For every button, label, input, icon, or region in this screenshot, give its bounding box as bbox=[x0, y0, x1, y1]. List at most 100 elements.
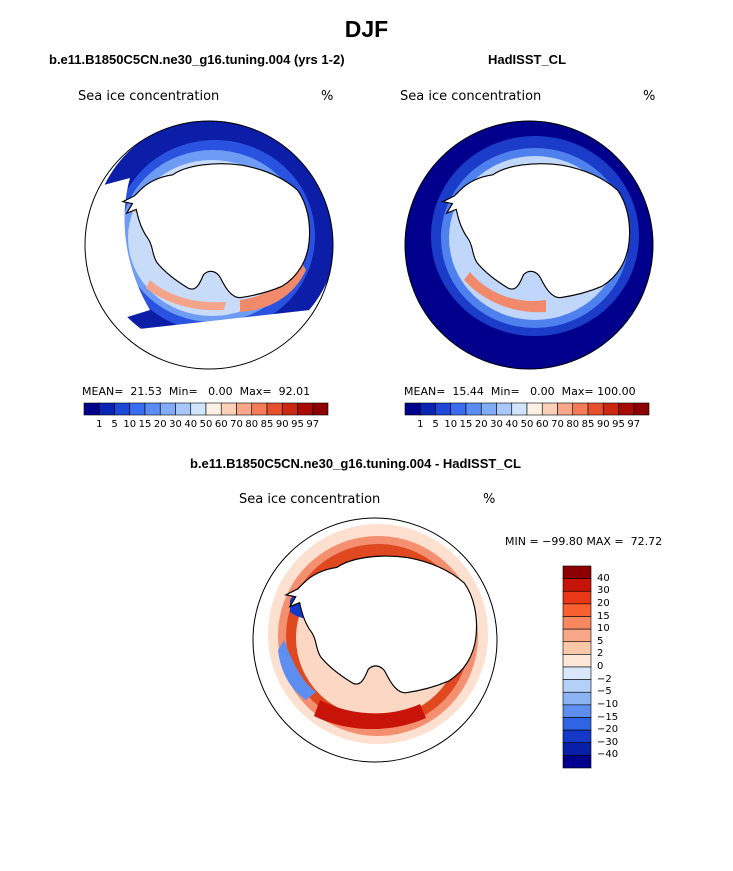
model-colorbar-tick-label: 5 bbox=[111, 419, 118, 430]
model-colorbar-tick-label: 20 bbox=[153, 419, 167, 430]
model-colorbar-swatch bbox=[144, 402, 161, 416]
model-colorbar-swatch bbox=[98, 402, 115, 416]
obs-colorbar-tick-label: 85 bbox=[581, 419, 595, 430]
model-colorbar-swatch bbox=[205, 402, 222, 416]
diff-colorbar-swatch bbox=[562, 641, 592, 655]
model-colorbar-tick-label: 30 bbox=[169, 419, 182, 430]
model-colorbar-swatch bbox=[281, 402, 298, 416]
obs-panel-title: HadISST_CL bbox=[488, 52, 567, 67]
model-colorbar-swatch bbox=[190, 402, 207, 416]
obs-colorbar-tick-label: 30 bbox=[490, 419, 503, 430]
obs-colorbar-swatch bbox=[404, 402, 421, 416]
model-colorbar-swatch bbox=[251, 402, 268, 416]
obs-map bbox=[404, 120, 654, 370]
diff-colorbar-swatch bbox=[562, 578, 592, 592]
obs-colorbar-tick-label: 10 bbox=[444, 419, 458, 430]
diff-colorbar bbox=[562, 565, 592, 769]
obs-colorbar-swatch bbox=[587, 402, 604, 416]
obs-min-value: 0.00 bbox=[530, 385, 555, 398]
obs-colorbar-labels: 1 5 10 15 20 30 40 50 60 70 80 85 90 95 97 bbox=[0, 419, 733, 433]
model-colorbar-tick-label: 60 bbox=[214, 419, 228, 430]
diff-colorbar-swatch bbox=[562, 603, 592, 617]
obs-colorbar-tick-label: 70 bbox=[551, 419, 564, 430]
diff-minmax: MIN = −99.80 MAX = 72.72 bbox=[505, 535, 663, 548]
diff-colorbar-swatch bbox=[562, 616, 592, 630]
obs-colorbar-swatch bbox=[450, 402, 467, 416]
obs-variable-label: Sea ice concentration bbox=[400, 89, 542, 104]
model-colorbar-swatch bbox=[312, 402, 329, 416]
model-colorbar-tick-label: 1 bbox=[96, 419, 103, 430]
diff-colorbar-swatch bbox=[562, 717, 592, 731]
model-colorbar-tick-label: 70 bbox=[230, 419, 243, 430]
diff-colorbar-swatch bbox=[562, 666, 592, 680]
diff-colorbar-swatch bbox=[562, 691, 592, 706]
model-max-label: Max= bbox=[239, 385, 272, 398]
obs-colorbar-tick-label: 97 bbox=[627, 419, 641, 430]
diff-units-label: % bbox=[483, 492, 496, 507]
obs-colorbar-tick-label: 5 bbox=[432, 419, 439, 430]
obs-colorbar bbox=[404, 402, 650, 416]
obs-colorbar-tick-label: 40 bbox=[505, 419, 519, 430]
diff-strong-ross bbox=[314, 700, 426, 730]
diff-colorbar-swatch bbox=[562, 704, 592, 718]
obs-high-ice-ross bbox=[464, 272, 546, 313]
obs-colorbar-swatch bbox=[511, 402, 528, 416]
model-high-ice-ross bbox=[146, 280, 226, 311]
diff-colorbar-swatch bbox=[562, 654, 592, 668]
obs-colorbar-tick-label: 90 bbox=[596, 419, 610, 430]
model-colorbar-swatch bbox=[175, 402, 192, 416]
diff-colorbar-swatch bbox=[562, 679, 592, 693]
obs-colorbar-tick-label: 15 bbox=[459, 419, 473, 430]
model-colorbar-tick-label: 40 bbox=[184, 419, 198, 430]
model-variable-label: Sea ice concentration bbox=[78, 89, 220, 104]
obs-mean-value: 15.44 bbox=[452, 385, 484, 398]
obs-colorbar-tick-label: 80 bbox=[566, 419, 580, 430]
model-colorbar-tick-label: 85 bbox=[260, 419, 274, 430]
model-open-water-south bbox=[120, 310, 310, 369]
diff-negative-peninsula bbox=[278, 640, 316, 700]
model-colorbar-labels: 1 5 10 15 20 30 40 50 60 70 80 85 90 95 97 bbox=[0, 419, 733, 433]
model-stats: MEAN= 21.53 Min= 0.00 Max= 92.01 bbox=[82, 385, 310, 398]
obs-colorbar-swatch bbox=[541, 402, 558, 416]
obs-colorbar-tick-label: 60 bbox=[535, 419, 549, 430]
obs-max-label: Max= bbox=[561, 385, 594, 398]
obs-colorbar-swatch bbox=[419, 402, 436, 416]
obs-colorbar-tick-label: 95 bbox=[612, 419, 625, 430]
model-min-label: Min= bbox=[168, 385, 198, 398]
model-colorbar-tick-label: 15 bbox=[138, 419, 152, 430]
model-max-value: 92.01 bbox=[278, 385, 311, 398]
obs-colorbar-swatch bbox=[557, 402, 574, 416]
obs-colorbar-tick-label: 50 bbox=[520, 419, 534, 430]
obs-colorbar-swatch bbox=[480, 402, 497, 416]
diff-colorbar-swatch bbox=[562, 755, 592, 769]
model-colorbar-tick-label: 97 bbox=[306, 419, 320, 430]
model-high-ice-east bbox=[240, 260, 306, 312]
obs-mean-label: MEAN= bbox=[404, 385, 446, 398]
diff-colorbar-swatch bbox=[562, 590, 592, 605]
model-colorbar-swatch bbox=[83, 402, 100, 416]
obs-colorbar-tick-label: 20 bbox=[474, 419, 488, 430]
model-colorbar-tick-label: 95 bbox=[291, 419, 304, 430]
model-colorbar-swatch bbox=[297, 402, 314, 416]
obs-max-value: 100.00 bbox=[597, 385, 636, 398]
diff-variable-label: Sea ice concentration bbox=[239, 492, 381, 507]
obs-colorbar-swatch bbox=[572, 402, 589, 416]
model-panel-title: b.e11.B1850C5CN.ne30_g16.tuning.004 (yrs… bbox=[49, 52, 345, 67]
model-colorbar-tick-label: 80 bbox=[245, 419, 259, 430]
model-colorbar-swatch bbox=[220, 402, 237, 416]
model-colorbar-swatch bbox=[114, 402, 131, 416]
model-units-label: % bbox=[321, 89, 334, 104]
model-colorbar-tick-label: 90 bbox=[275, 419, 289, 430]
diff-colorbar-swatch bbox=[562, 565, 592, 579]
obs-min-label: Min= bbox=[490, 385, 520, 398]
obs-colorbar-swatch bbox=[633, 402, 650, 416]
obs-stats: MEAN= 15.44 Min= 0.00 Max= 100.00 bbox=[404, 385, 636, 398]
obs-units-label: % bbox=[643, 89, 656, 104]
model-colorbar-swatch bbox=[129, 402, 146, 416]
model-colorbar-swatch bbox=[236, 402, 253, 416]
obs-colorbar-swatch bbox=[435, 402, 452, 416]
model-colorbar-swatch bbox=[159, 402, 176, 416]
page-title: DJF bbox=[344, 16, 389, 42]
obs-colorbar-swatch bbox=[465, 402, 482, 416]
diff-colorbar-swatch bbox=[562, 742, 592, 756]
